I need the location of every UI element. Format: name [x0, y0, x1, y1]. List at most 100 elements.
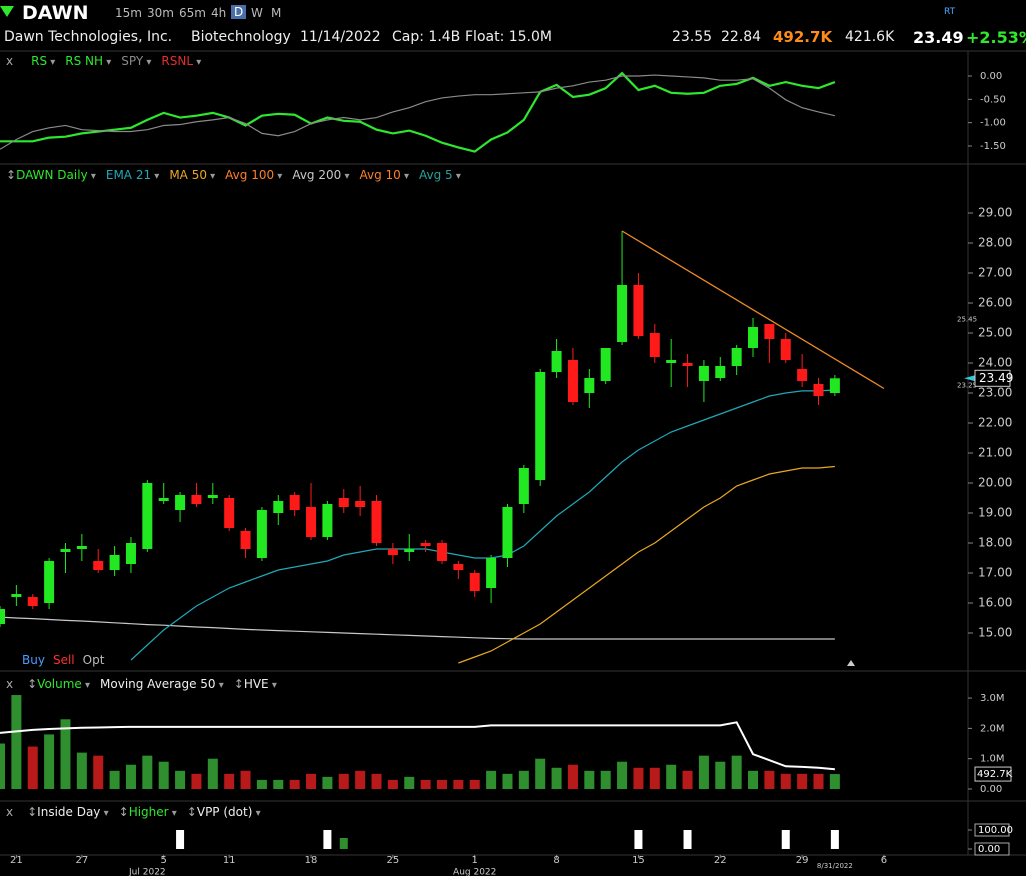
volume-bar	[27, 746, 38, 789]
last-price-label: 23.49	[979, 371, 1013, 385]
legend-item[interactable]: Avg 200	[292, 168, 349, 182]
candle-body	[698, 366, 709, 381]
timeframe[interactable]: M	[271, 6, 282, 20]
y-tick-label: 100.00	[978, 825, 1013, 836]
candle-body	[44, 561, 55, 603]
tick-box	[974, 823, 1010, 837]
company: Dawn Technologies, Inc.	[4, 29, 173, 45]
legend-item[interactable]: DAWN Daily	[6, 168, 96, 182]
candle-body	[731, 348, 742, 366]
x-tick-label: 22	[714, 855, 727, 866]
candle-body	[518, 468, 529, 504]
candle-body	[371, 501, 382, 543]
y-tick-label: 29.00	[978, 206, 1012, 220]
volume-bar	[44, 734, 55, 789]
y-tick-label: -1.50	[980, 141, 1006, 152]
timeframe[interactable]: 65m	[179, 6, 206, 20]
symbol[interactable]: DAWN	[22, 2, 89, 24]
candle-body	[813, 384, 824, 396]
legend-item[interactable]: VPP (dot)	[187, 805, 261, 819]
volume-bar	[469, 779, 480, 789]
candle-body	[207, 495, 218, 498]
candle-body	[748, 327, 759, 348]
candle-body	[617, 285, 628, 342]
legend-item[interactable]: Inside Day	[27, 805, 109, 819]
volume-bar	[142, 755, 153, 789]
close-panel[interactable]: x	[6, 805, 14, 819]
legend-item[interactable]: Avg 5	[419, 168, 461, 182]
close-panel[interactable]: x	[6, 677, 14, 691]
candle-body	[715, 366, 726, 378]
higher-bar	[339, 838, 348, 849]
close-panel[interactable]: x	[6, 54, 14, 68]
candle-body	[600, 348, 611, 381]
legend-item[interactable]: Volume	[27, 677, 90, 691]
rt[interactable]: RT	[944, 7, 956, 17]
month-label: Aug 2022	[453, 868, 496, 876]
legend-item[interactable]: HVE	[234, 677, 277, 691]
volume-bar	[371, 773, 382, 789]
volume-bar	[813, 773, 824, 789]
legend-item[interactable]: RSNL	[161, 54, 201, 68]
x-tick-label: 29	[796, 855, 809, 866]
volume-bar	[748, 770, 759, 789]
volume-bar	[387, 779, 398, 789]
legend-item[interactable]: EMA 21	[106, 168, 159, 182]
volume-bar	[453, 779, 464, 789]
order-button[interactable]: Sell	[52, 653, 75, 667]
timeframe[interactable]: D	[231, 5, 247, 19]
timeframe[interactable]: 30m	[147, 6, 174, 20]
y-tick-label: 0.00	[980, 784, 1002, 795]
candle-body	[109, 555, 120, 570]
axes: 0.00 -0.50 -1.00 -1.50 15.00 16.00 17.00 18.00 1…	[10, 71, 1013, 876]
y-tick-label: 21.00	[978, 446, 1012, 460]
x-tick-label: 21	[10, 855, 23, 866]
legend-item[interactable]: MA 50	[169, 168, 215, 182]
volume-bar	[764, 770, 775, 789]
volume-bar	[682, 770, 693, 789]
timeframe[interactable]: W	[251, 6, 263, 20]
candle-body	[469, 573, 480, 591]
x-tick-label: 1	[472, 855, 478, 866]
legend-item[interactable]: SPY	[121, 54, 151, 68]
volume-bar	[93, 755, 104, 789]
candle-body	[797, 369, 808, 381]
tick-box	[974, 842, 1010, 856]
inside-day-bar	[634, 830, 643, 849]
rs-legend: x RS RS NH SPY RSNL	[6, 54, 207, 68]
order-button[interactable]: Opt	[82, 653, 105, 667]
candle-body	[142, 483, 153, 549]
volume-bar	[273, 779, 284, 789]
legend-item[interactable]: Higher	[119, 805, 177, 819]
order-button[interactable]: Buy	[22, 653, 45, 667]
line	[0, 616, 835, 640]
candle-body	[551, 351, 562, 372]
volume-bar	[633, 767, 644, 789]
legend-item[interactable]: RS	[31, 54, 55, 68]
volume-bar	[109, 770, 120, 789]
legend-item[interactable]: Moving Average 50	[100, 677, 224, 691]
candle-body	[338, 498, 349, 507]
y-tick-label: -1.00	[980, 118, 1006, 129]
timeframe[interactable]: 15m	[115, 6, 142, 20]
candle-body	[436, 543, 447, 561]
candle-body	[93, 561, 104, 570]
candle-body	[158, 498, 169, 501]
candle-body	[682, 363, 693, 366]
timeframe[interactable]: 4h	[211, 6, 227, 20]
legend-item[interactable]: Avg 10	[359, 168, 409, 182]
volume-bar	[240, 770, 251, 789]
legend-item[interactable]: Avg 100	[225, 168, 282, 182]
y-tick-label: 15.00	[978, 626, 1012, 640]
legend-item[interactable]: RS NH	[65, 54, 111, 68]
x-tick-label: 6	[881, 855, 887, 866]
y-tick-label: 2.0M	[980, 723, 1005, 734]
candle-body	[175, 495, 186, 510]
scroll-marker	[847, 660, 855, 666]
cap: Cap: 1.4B	[392, 29, 461, 45]
candle-body	[584, 378, 595, 393]
candle-body	[11, 594, 22, 597]
change: +2.53%	[966, 28, 1026, 47]
candle-body	[666, 360, 677, 363]
volume-bar	[780, 773, 791, 789]
